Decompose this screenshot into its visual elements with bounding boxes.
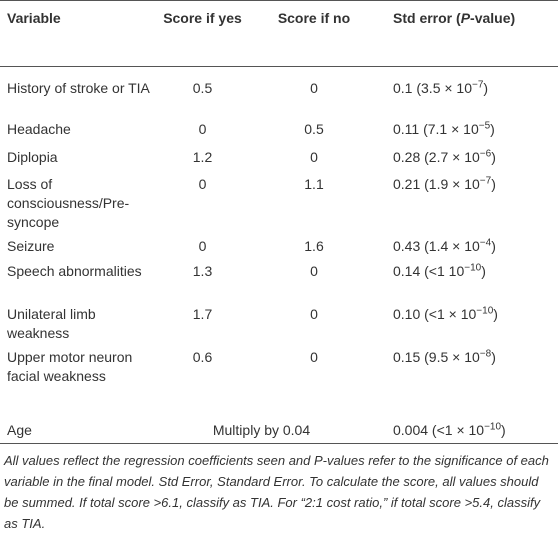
std-error: 0.10 (<1 × 10 [393,305,477,322]
row: Speech abnormalities 1.3 0 0.14 (<1 10−10) [0,257,558,300]
cell: 1.1 [304,175,324,192]
cell: 0.14 (<1 10−10) [373,257,558,300]
cell: Loss of consciousness/Pre-syncope [7,175,130,230]
cell: Seizure [7,237,55,254]
header-cell: Variable [0,0,150,67]
cell: 0 [198,175,207,192]
row: Upper motor neuron facial weakness 0.6 0 0.… [0,343,558,416]
header-cell: Std error (P-value) [373,0,558,67]
cell: History of stroke or TIA [7,80,150,96]
cell: 0.1 (3.5 × 10−7) [373,67,558,115]
cell: Headache [7,120,71,137]
exponent: −10 [484,420,502,432]
row: Loss of consciousness/Pre-syncope 0 1.1 0.2… [0,170,558,232]
cell: 0.5 [304,120,324,137]
row: Diplopia 1.2 0 0.28 (2.7 × 10−6) [0,143,558,170]
age-row: Age Multiply by 0.04 0.004 (<1 × 10−10) [0,416,558,444]
footnote: All values reflect the regression coeffi… [4,453,549,531]
std-error: 0.14 (<1 10 [393,262,465,279]
cell: 1.2 [192,148,213,165]
exponent: −6 [479,147,492,159]
cell: Unilateral limb weakness [7,305,96,341]
cell: Multiply by 0.04 [212,421,311,438]
std-error: ) [483,80,489,96]
exponent: −5 [478,119,491,131]
exponent: −10 [476,304,494,316]
cell: 0.43 (1.4 × 10−4) [373,232,558,257]
std-error: ) [490,120,495,137]
cell: 0 [310,262,318,279]
row: Unilateral limb weakness 1.7 0 0.10 (<1 × 1… [0,300,558,343]
row: Seizure 0 1.6 0.43 (1.4 × 10−4) [0,232,558,257]
cell: 0.28 (2.7 × 10−6) [373,143,558,170]
cell: 0 [198,120,207,137]
std-error: 0.43 (1.4 × 10 [393,237,480,254]
cell: 0.10 (<1 × 10−10) [373,300,558,343]
header-text: -value) [470,10,516,26]
cell: 0 [310,80,318,96]
std-error: ) [491,348,496,365]
std-error: ) [491,175,496,192]
std-error: ) [491,148,496,165]
cell: 0.5 [192,80,213,96]
cell: 1.3 [192,262,213,279]
cell: 0.6 [192,348,213,365]
std-error: ) [491,237,496,254]
row: History of stroke or TIA 0.5 0 0.1 (3.5 × 1… [0,67,558,115]
cell: 0 [198,237,207,254]
cell: 0 [310,348,318,365]
exponent: −7 [479,174,492,186]
cell: 0.21 (1.9 × 10−7) [373,170,558,232]
cell: 1.7 [192,305,213,322]
row: Headache 0 0.5 0.11 (7.1 × 10−5) [0,115,558,143]
header-text: P [460,10,471,26]
exponent: −4 [479,236,492,248]
std-error: ) [481,262,486,279]
cell: Age [7,421,32,438]
header-cell: Score if yes [150,0,255,67]
std-error: 0.004 (<1 × 10 [393,421,485,438]
cell: 0 [310,305,318,322]
std-error: 0.15 (9.5 × 10 [393,348,480,365]
std-error: 0.28 (2.7 × 10 [393,148,480,165]
cell: 0.004 (<1 × 10−10) [373,416,558,444]
cell: Diplopia [7,148,58,165]
cell: 0 [310,148,318,165]
score-table: Variable Score if yes Score if no Std er… [0,0,558,444]
header-cell: Score if no [255,0,373,67]
std-error: ) [493,305,498,322]
header-row: Variable Score if yes Score if no Std er… [0,0,558,67]
header-text: Std error ( [393,10,461,26]
exponent: −8 [479,347,492,359]
exponent: −10 [464,261,482,273]
std-error: 0.11 (7.1 × 10 [393,120,479,137]
std-error: 0.1 (3.5 × 10 [393,80,473,96]
cell: 1.6 [304,237,324,254]
std-error: ) [501,421,506,438]
cell: Speech abnormalities [7,262,142,279]
cell: 0.15 (9.5 × 10−8) [373,343,558,416]
cell: Upper motor neuron facial weakness [7,348,133,384]
cell: 0.11 (7.1 × 10−5) [373,115,558,143]
exponent: −7 [472,79,484,91]
std-error: 0.21 (1.9 × 10 [393,175,480,192]
